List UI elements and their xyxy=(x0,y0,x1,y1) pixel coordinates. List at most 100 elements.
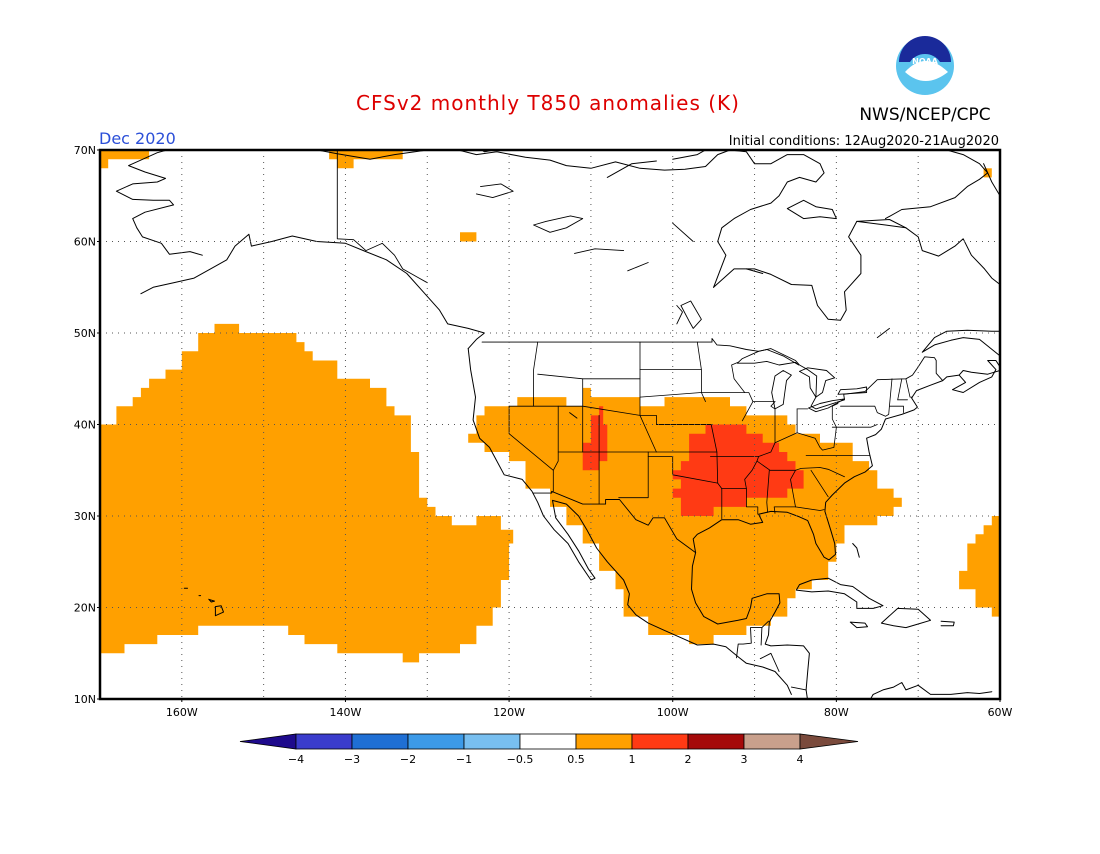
lake-outline-5 xyxy=(680,300,702,329)
coastline-14 xyxy=(880,607,931,629)
coastline-18 xyxy=(214,605,224,617)
lake-outline-4 xyxy=(837,386,868,395)
state-border-35 xyxy=(889,405,904,414)
state-border-7 xyxy=(639,341,657,453)
state-border-22 xyxy=(766,469,770,513)
colorbar-box xyxy=(631,733,689,750)
state-border-11 xyxy=(696,341,706,403)
colorbar-label: 1 xyxy=(629,753,636,766)
state-border-13 xyxy=(639,392,702,398)
colorbar-box xyxy=(407,733,465,750)
colorbar-label: −3 xyxy=(344,753,360,766)
colorbar-label: 0.5 xyxy=(567,753,585,766)
noaa-logo-text: NOAA xyxy=(912,57,938,66)
lake-outline-0 xyxy=(736,349,800,366)
colorbar-box xyxy=(351,733,409,750)
coastline-4 xyxy=(115,150,203,256)
state-border-17 xyxy=(731,361,746,393)
state-border-36 xyxy=(905,378,913,398)
anomaly-region-0.5-1-6 xyxy=(460,232,477,242)
country-border-5 xyxy=(759,652,780,672)
coastline-15 xyxy=(849,621,868,629)
anomaly-region-0.5-1-5 xyxy=(100,150,150,169)
state-border-21 xyxy=(744,460,758,490)
coastline-5 xyxy=(314,150,731,171)
coastline-13 xyxy=(795,577,884,609)
state-border-26 xyxy=(758,405,837,457)
lake-outline-11 xyxy=(569,412,578,419)
coastline-19 xyxy=(208,598,215,603)
country-border-2 xyxy=(532,490,697,554)
lon-tick-label: 100W xyxy=(657,706,689,719)
anomaly-region-1-2-2 xyxy=(672,424,804,516)
coastline-25 xyxy=(606,160,657,178)
lake-outline-13 xyxy=(876,327,890,339)
coastline-28 xyxy=(745,268,764,274)
state-border-25 xyxy=(810,469,829,498)
colorbar-label: −1 xyxy=(456,753,472,766)
colorbar-label: 3 xyxy=(741,753,748,766)
coastline-17 xyxy=(852,543,860,558)
colorbar-box xyxy=(463,733,521,750)
state-border-5 xyxy=(508,405,554,471)
colorbar-label: −2 xyxy=(400,753,416,766)
state-border-38 xyxy=(897,378,903,401)
coastline-8 xyxy=(856,220,907,229)
lake-outline-1 xyxy=(771,370,792,410)
lon-tick-label: 120W xyxy=(493,706,525,719)
coastline-2 xyxy=(691,552,810,691)
chart-title: CFSv2 monthly T850 anomalies (K) xyxy=(356,91,740,115)
agency-label: NWS/NCEP/CPC xyxy=(859,105,990,125)
colorbar-box xyxy=(575,733,633,750)
gridlines xyxy=(100,150,1000,699)
colorbar-label: −0.5 xyxy=(507,753,534,766)
colorbar-box xyxy=(295,733,353,750)
colorbar-high-arrow xyxy=(799,733,859,750)
lake-outline-3 xyxy=(808,398,845,413)
lake-outline-2 xyxy=(799,367,836,398)
state-border-31 xyxy=(831,424,878,428)
country-border-0 xyxy=(336,150,428,284)
state-border-1 xyxy=(533,341,539,407)
coastline-10 xyxy=(786,199,837,220)
country-border-1 xyxy=(481,338,944,410)
coastline-1 xyxy=(692,370,1000,561)
state-border-40 xyxy=(744,392,754,403)
anomaly-region-0.5-1-0 xyxy=(100,323,514,663)
coastlines xyxy=(115,150,1000,699)
lat-tick-label: 20N xyxy=(74,602,96,615)
colorbar-label: −4 xyxy=(288,753,304,766)
noaa-logo: NOAA xyxy=(896,36,954,95)
colorbar-label: 2 xyxy=(685,753,692,766)
coastline-7 xyxy=(713,150,825,288)
coastline-16 xyxy=(940,620,955,627)
period-label: Dec 2020 xyxy=(99,129,176,148)
coastline-0 xyxy=(467,348,792,695)
state-border-30 xyxy=(831,403,839,407)
lat-tick-label: 10N xyxy=(74,693,96,706)
country-border-4 xyxy=(760,627,763,646)
lon-tick-label: 140W xyxy=(330,706,362,719)
colorbar: −4 −3 −2 −1 −0.5 0.5 1 2 3 4 xyxy=(239,733,859,766)
coastline-23 xyxy=(872,682,993,695)
colorbar-box xyxy=(687,733,745,750)
lake-outline-12 xyxy=(672,222,694,242)
state-border-24 xyxy=(795,506,825,511)
coastline-6 xyxy=(713,219,1000,321)
lat-tick-label: 50N xyxy=(74,327,96,340)
lat-tick-label: 70N xyxy=(74,144,96,157)
lake-outline-10 xyxy=(627,262,649,272)
state-border-9 xyxy=(618,451,649,499)
noaa-logo-gull xyxy=(905,61,948,81)
state-border-14 xyxy=(656,424,719,484)
lake-outline-8 xyxy=(475,183,514,199)
noaa-logo-top xyxy=(899,36,951,62)
country-border-6 xyxy=(790,686,807,691)
lon-tick-label: 60W xyxy=(988,706,1013,719)
anomaly-region-0.5-1-7 xyxy=(959,516,1000,617)
lat-tick-label: 40N xyxy=(74,419,96,432)
colorbar-box xyxy=(743,733,801,750)
coastline-11 xyxy=(952,360,1000,393)
